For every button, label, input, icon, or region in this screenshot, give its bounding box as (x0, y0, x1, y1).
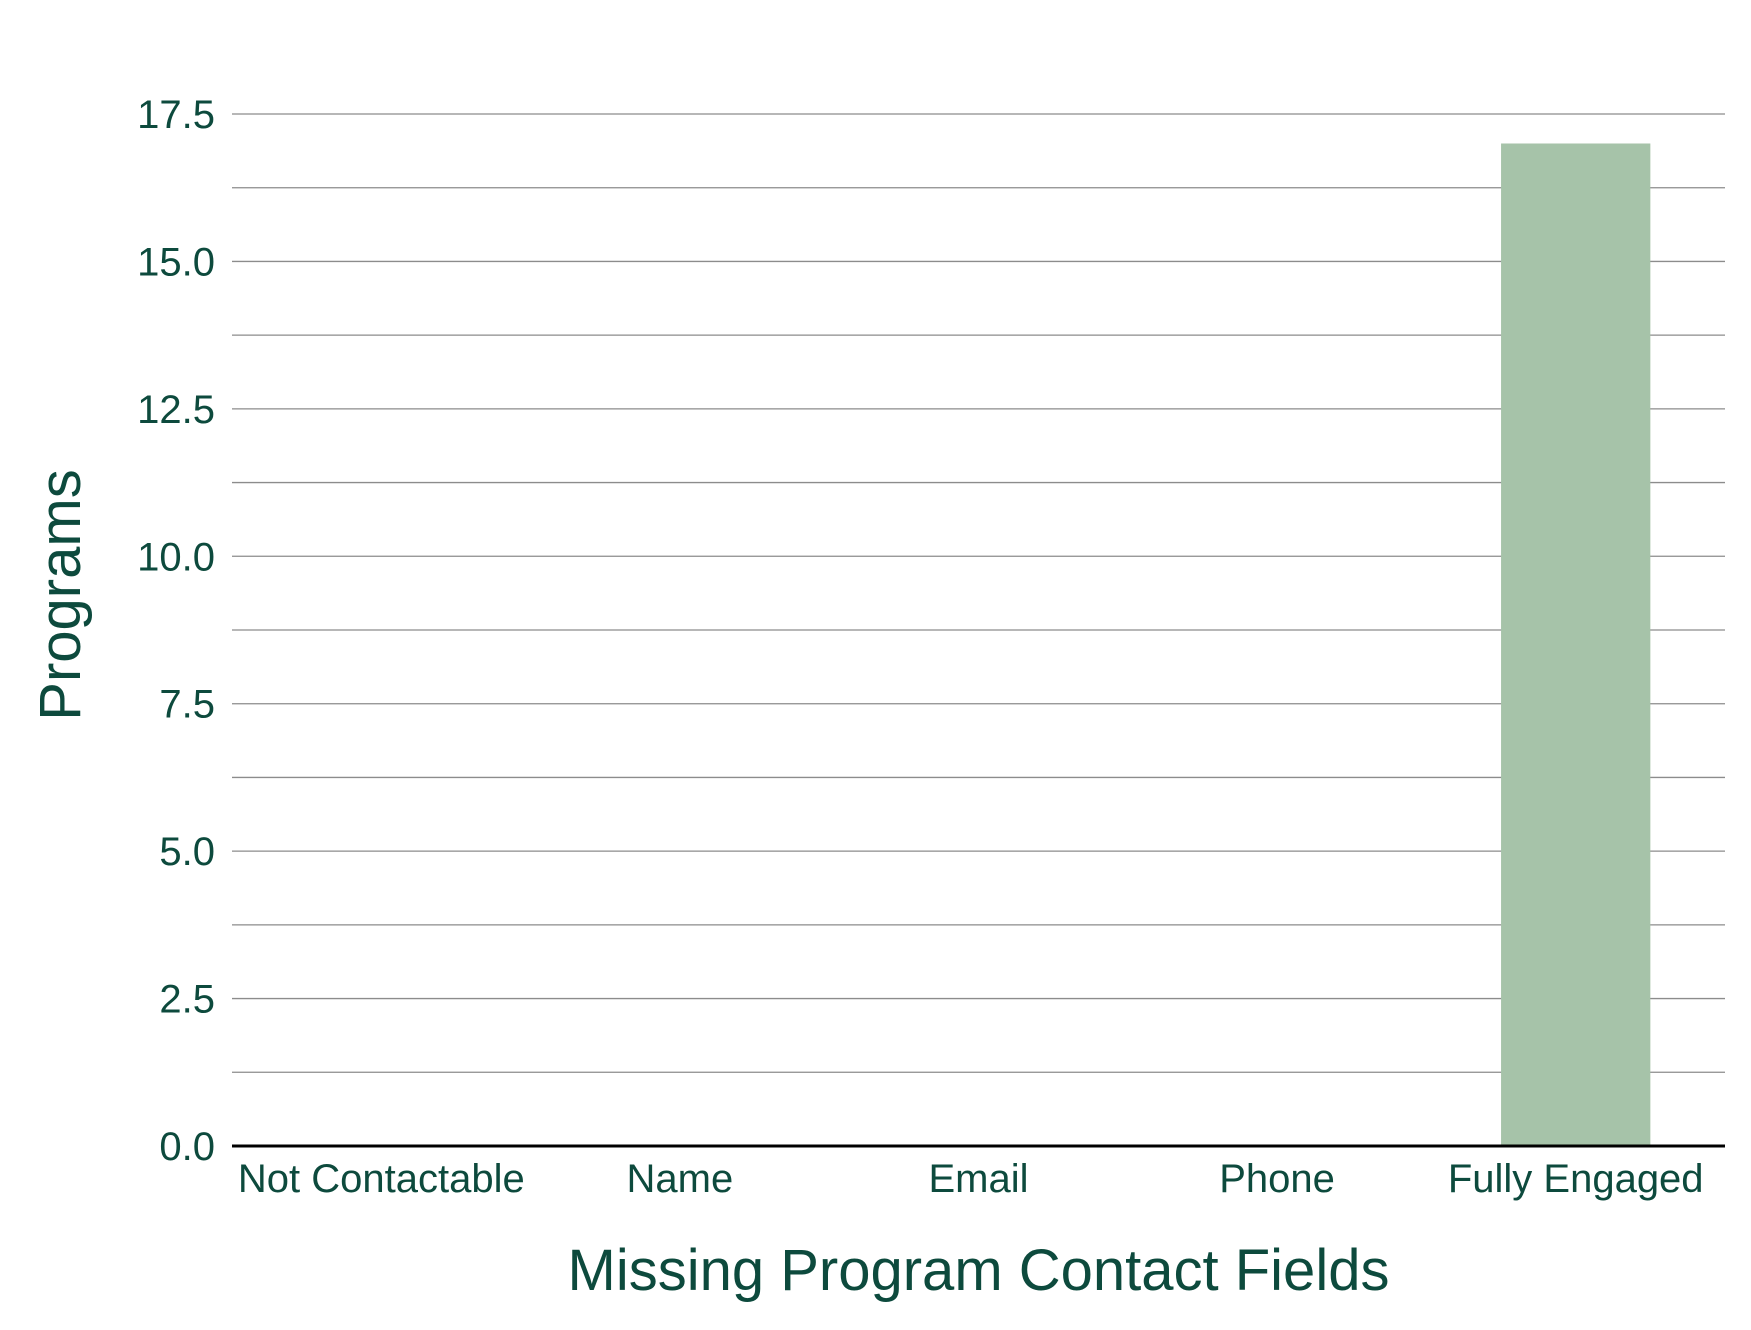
y-tick-label: 0.0 (159, 1125, 215, 1169)
bars (1501, 143, 1651, 1146)
y-tick-labels: 0.0 2.5 5.0 7.5 10.0 12.5 15.0 17.5 (137, 93, 215, 1169)
y-tick-label: 7.5 (159, 683, 215, 727)
x-tick-labels: Not Contactable Name Email Phone Fully Engag… (238, 1157, 1704, 1201)
x-axis-title: Missing Program Contact Fields (568, 1238, 1390, 1303)
x-tick-label: Email (928, 1157, 1028, 1201)
y-tick-label: 17.5 (137, 93, 215, 137)
y-tick-label: 10.0 (137, 535, 215, 579)
y-tick-label: 5.0 (159, 830, 215, 874)
y-tick-label: 15.0 (137, 240, 215, 284)
y-tick-label: 12.5 (137, 388, 215, 432)
x-tick-label: Fully Engaged (1448, 1157, 1704, 1201)
x-tick-label: Name (627, 1157, 734, 1201)
x-tick-label: Not Contactable (238, 1157, 525, 1201)
y-axis-title: Programs (28, 469, 93, 720)
x-tick-label: Phone (1219, 1157, 1335, 1201)
y-tick-label: 2.5 (159, 978, 215, 1022)
bar-fully-engaged (1501, 143, 1651, 1146)
grid-lines (232, 113, 1725, 1073)
